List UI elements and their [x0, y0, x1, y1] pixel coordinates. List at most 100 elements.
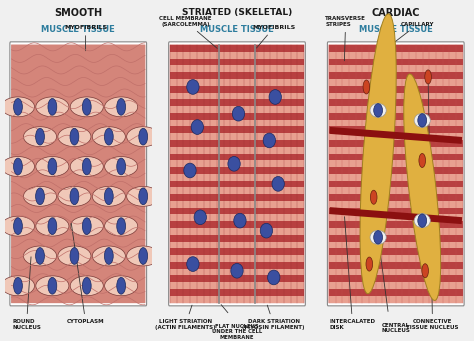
Text: ROUND
NUCLEUS: ROUND NUCLEUS [12, 257, 41, 330]
Text: MUSCLE TISSUE: MUSCLE TISSUE [200, 25, 274, 34]
Ellipse shape [36, 157, 69, 176]
Ellipse shape [272, 177, 284, 191]
Bar [329, 255, 463, 262]
Bar [170, 113, 304, 120]
Ellipse shape [117, 218, 126, 235]
Text: CELL MEMBRANE
(SARCOLEMMA): CELL MEMBRANE (SARCOLEMMA) [159, 16, 217, 48]
Bar [329, 276, 463, 282]
Bar [170, 140, 304, 147]
Bar [329, 147, 463, 153]
FancyBboxPatch shape [170, 45, 304, 303]
Ellipse shape [92, 246, 125, 266]
Bar [329, 86, 463, 93]
Bar [170, 79, 304, 86]
Bar [329, 241, 463, 248]
Bar [170, 147, 304, 153]
FancyBboxPatch shape [10, 42, 146, 306]
Text: CARDIAC: CARDIAC [372, 9, 420, 18]
Ellipse shape [82, 278, 91, 294]
Bar [170, 181, 304, 188]
Bar [170, 296, 304, 302]
Ellipse shape [139, 248, 147, 264]
Ellipse shape [374, 231, 383, 244]
Ellipse shape [70, 216, 103, 236]
Bar [170, 235, 304, 241]
Text: INTERCALATED
DISK: INTERCALATED DISK [329, 217, 375, 330]
Bar [329, 214, 463, 221]
Ellipse shape [14, 158, 22, 175]
Ellipse shape [127, 187, 160, 206]
Ellipse shape [36, 188, 45, 205]
Ellipse shape [418, 214, 427, 227]
Bar [170, 45, 304, 52]
Ellipse shape [105, 157, 138, 176]
FancyBboxPatch shape [11, 45, 146, 303]
Ellipse shape [48, 218, 57, 235]
Ellipse shape [70, 276, 103, 296]
Ellipse shape [24, 187, 56, 206]
Text: CONNECTIVE
TISSUE NUCLEUS: CONNECTIVE TISSUE NUCLEUS [406, 80, 459, 330]
Bar [170, 262, 304, 269]
Bar [170, 127, 304, 133]
Ellipse shape [418, 114, 427, 127]
Bar [329, 113, 463, 120]
Ellipse shape [104, 128, 113, 145]
Ellipse shape [117, 99, 126, 115]
Bar [329, 208, 463, 214]
Bar [170, 221, 304, 228]
Text: CYTOPLASM: CYTOPLASM [67, 223, 104, 324]
Bar [329, 99, 463, 106]
Ellipse shape [70, 97, 103, 117]
Bar [170, 167, 304, 174]
Ellipse shape [263, 133, 275, 148]
Bar [170, 72, 304, 79]
Text: TRANSVERSE
STRIPES: TRANSVERSE STRIPES [325, 16, 366, 61]
Ellipse shape [404, 74, 441, 300]
Text: FLAT NUCLEUS
UNDER THE CELL
MEMBRANE: FLAT NUCLEUS UNDER THE CELL MEMBRANE [212, 324, 262, 340]
Ellipse shape [260, 223, 273, 238]
Ellipse shape [139, 188, 147, 205]
FancyBboxPatch shape [328, 45, 463, 303]
Ellipse shape [14, 99, 22, 115]
Bar [329, 140, 463, 147]
Bar [329, 188, 463, 194]
Ellipse shape [363, 80, 370, 94]
Ellipse shape [370, 230, 386, 244]
Ellipse shape [370, 190, 377, 204]
Ellipse shape [58, 187, 91, 206]
Bar [329, 194, 463, 201]
Text: MYOFIBRILS: MYOFIBRILS [252, 25, 295, 48]
Ellipse shape [70, 248, 79, 264]
Ellipse shape [232, 106, 245, 121]
Ellipse shape [228, 157, 240, 171]
Ellipse shape [117, 278, 126, 294]
Ellipse shape [425, 70, 431, 84]
Ellipse shape [187, 257, 199, 271]
Ellipse shape [127, 127, 160, 147]
Bar [329, 153, 463, 160]
Bar [329, 127, 463, 133]
Text: CENTRAL
NUCLEUS: CENTRAL NUCLEUS [381, 323, 410, 333]
Ellipse shape [70, 128, 79, 145]
Ellipse shape [366, 257, 373, 271]
Bar [170, 133, 304, 140]
Ellipse shape [419, 153, 426, 167]
Bar [329, 79, 463, 86]
Bar [170, 201, 304, 208]
Bar [329, 167, 463, 174]
Text: DARK STRIATION
(MYOSIN FILAMENT): DARK STRIATION (MYOSIN FILAMENT) [243, 305, 305, 330]
Bar [170, 194, 304, 201]
Text: MUSCLE TISSUE: MUSCLE TISSUE [41, 25, 115, 34]
Ellipse shape [70, 157, 103, 176]
Bar [170, 289, 304, 296]
Bar [329, 65, 463, 72]
Ellipse shape [92, 187, 125, 206]
Ellipse shape [1, 216, 35, 236]
Ellipse shape [194, 210, 206, 225]
Ellipse shape [82, 218, 91, 235]
Bar [170, 188, 304, 194]
Bar [170, 59, 304, 65]
Ellipse shape [1, 97, 35, 117]
Ellipse shape [14, 218, 22, 235]
Bar [329, 235, 463, 241]
